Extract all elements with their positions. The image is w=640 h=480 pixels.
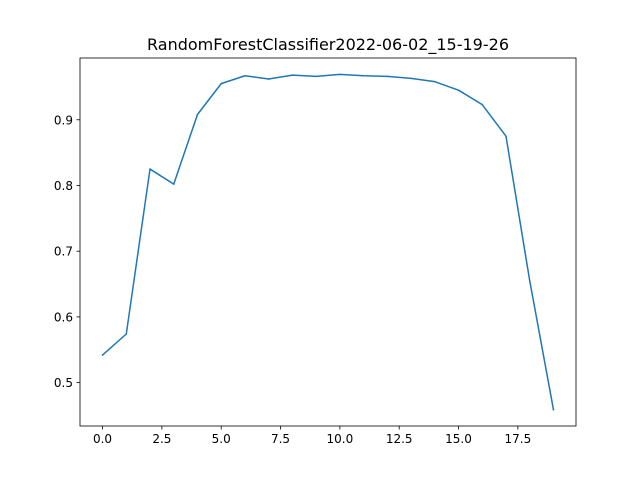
data-point-4	[196, 113, 199, 116]
data-point-14	[434, 80, 436, 83]
chart-title: RandomForestClassifier2022-06-02_15-19-2…	[147, 35, 509, 55]
data-point-5	[220, 82, 222, 85]
data-point-18	[528, 280, 531, 282]
x-tick-label: 2.5	[152, 432, 171, 446]
data-point-15	[457, 89, 460, 91]
data-point-6	[244, 74, 246, 77]
data-point-9	[315, 75, 317, 78]
data-point-8	[291, 74, 294, 76]
x-tick-label: 7.5	[271, 432, 290, 446]
data-point-0	[101, 354, 104, 356]
data-point-16	[481, 103, 484, 106]
y-tick-label: 0.5	[54, 376, 73, 390]
data-point-11	[362, 74, 365, 77]
x-tick-label: 5.0	[212, 432, 231, 446]
data-point-10	[339, 73, 341, 76]
data-point-7	[267, 78, 270, 80]
x-tick-label: 17.5	[504, 432, 531, 446]
x-tick-label: 10.0	[327, 432, 354, 446]
y-tick-label: 0.8	[54, 179, 73, 193]
data-point-13	[410, 77, 412, 80]
data-point-12	[386, 75, 389, 78]
axes-frame	[79, 57, 577, 427]
data-point-1	[125, 333, 128, 335]
x-tick-label: 0.0	[93, 432, 112, 446]
series-line	[101, 73, 555, 411]
plot-area: 0.0 2.5 5.0 7.5 10.0 12.5 15.0 17.5 0.5 0.6 0.7 0.8…	[54, 57, 577, 446]
data-point-3	[172, 183, 175, 185]
y-tick-label: 0.7	[54, 245, 73, 259]
data-point-2	[149, 168, 151, 170]
data-point-19	[552, 408, 555, 411]
x-tick-label: 12.5	[386, 432, 413, 446]
y-tick-label: 0.9	[54, 113, 73, 127]
y-tick-label: 0.6	[54, 310, 73, 324]
x-tick-label: 15.0	[445, 432, 472, 446]
data-point-17	[505, 135, 507, 137]
